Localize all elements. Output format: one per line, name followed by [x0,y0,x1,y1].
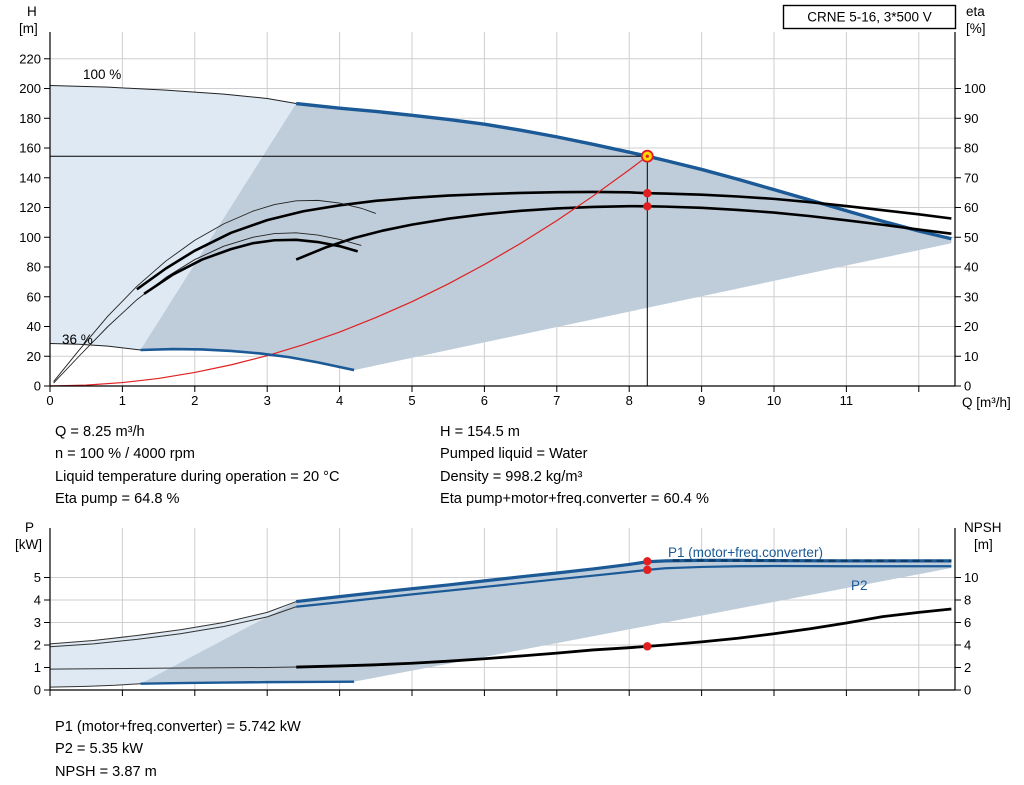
power-npsh-chart-layer: 0 1 2 3 4 5 0 2 4 6 8 10 [34,528,979,698]
p36-curve [141,682,355,684]
left-tick-label: 0 [34,379,41,394]
right-tick-label: 10 [964,570,978,585]
x-tick-label: 1 [119,393,126,408]
speed-100-label: 100 % [83,67,121,82]
x-tick-label: 3 [264,393,271,408]
p-axis-label: P [25,520,34,535]
right-tick-label: 70 [964,170,978,185]
left-tick-label: 40 [27,319,41,334]
p2-dot [643,566,651,574]
duty-point-center [646,155,649,158]
right-tick-label: 20 [964,319,978,334]
p2-curve-label: P2 [851,578,868,593]
q-value: Q = 8.25 m³/h [55,421,340,443]
p2-value: P2 = 5.35 kW [55,738,1024,760]
left-tick-label: 20 [27,349,41,364]
pump-model-label: CRNE 5-16, 3*500 V [807,10,932,25]
eta-total-dot [643,202,651,210]
x-tick-label: 0 [46,393,53,408]
npsh-axis-label: NPSH [964,520,1002,535]
p1-curve-label: P1 (motor+freq.converter) [668,545,823,560]
left-tick-label: 4 [34,593,41,608]
x-tick-label: 2 [191,393,198,408]
eta-total-value: Eta pump+motor+freq.converter = 60.4 % [440,488,709,510]
x-tick-label: 8 [626,393,633,408]
pumped-liquid-value: Pumped liquid = Water [440,443,709,465]
left-tick-label: 120 [19,200,41,215]
x-tick-label: 11 [840,393,854,408]
right-tick-label: 2 [964,660,971,675]
p1-dot [643,557,651,565]
eta-axis-label: eta [966,4,985,19]
left-tick-label: 220 [19,51,41,66]
density-value: Density = 998.2 kg/m³ [440,466,709,488]
x-tick-label: 9 [698,393,705,408]
right-tick-label: 8 [964,593,971,608]
right-tick-label: 40 [964,260,978,275]
x-tick-label: 10 [767,393,781,408]
left-tick-label: 3 [34,615,41,630]
operating-data-left-column: Q = 8.25 m³/h n = 100 % / 4000 rpm Liqui… [55,421,340,511]
right-tick-label: 0 [964,683,971,698]
h-q-chart: 0204060801001201401601802002200102030405… [0,0,1024,418]
right-tick-label: 80 [964,141,978,156]
eta-axis-unit: [%] [966,21,986,36]
p1-value: P1 (motor+freq.converter) = 5.742 kW [55,716,1024,738]
npsh-value: NPSH = 3.87 m [55,761,1024,783]
left-tick-label: 2 [34,638,41,653]
left-tick-label: 180 [19,111,41,126]
x-tick-label: 4 [336,393,343,408]
right-tick-label: 90 [964,111,978,126]
right-tick-label: 10 [964,349,978,364]
h-q-chart-layer: 0204060801001201401601802002200102030405… [19,32,985,408]
left-tick-label: 0 [34,683,41,698]
left-tick-label: 5 [34,570,41,585]
power-result-data: P1 (motor+freq.converter) = 5.742 kW P2 … [0,712,1024,785]
x-tick-label: 7 [553,393,560,408]
power-npsh-chart: 0 1 2 3 4 5 0 2 4 6 8 10 P [kW] NPSH [m] P1 (motor+… [0,514,1024,712]
right-tick-label: 50 [964,230,978,245]
right-tick-label: 60 [964,200,978,215]
h-value: H = 154.5 m [440,421,709,443]
left-tick-label: 140 [19,170,41,185]
x-tick-label: 5 [408,393,415,408]
eta-pump-value: Eta pump = 64.8 % [55,488,340,510]
right-tick-label: 0 [964,379,971,394]
eta-pump-dot [643,189,651,197]
left-tick-label: 200 [19,81,41,96]
left-tick-label: 80 [27,260,41,275]
left-tick-label: 1 [34,660,41,675]
npsh-axis-unit: [m] [974,537,993,552]
right-tick-label: 100 [964,81,986,96]
x-tick-label: 6 [481,393,488,408]
h-axis-unit: [m] [19,21,38,36]
operating-point-data: Q = 8.25 m³/h n = 100 % / 4000 rpm Liqui… [0,418,1024,514]
operating-data-right-column: H = 154.5 m Pumped liquid = Water Densit… [440,421,709,511]
right-tick-label: 4 [964,638,971,653]
left-tick-label: 160 [19,141,41,156]
q-axis-label: Q [m³/h] [962,395,1011,410]
right-tick-label: 6 [964,615,971,630]
npsh-dot [643,642,651,650]
right-tick-label: 30 [964,289,978,304]
h-axis-label: H [27,4,37,19]
p-axis-unit: [kW] [15,537,42,552]
speed-value: n = 100 % / 4000 rpm [55,443,340,465]
liquid-temperature-value: Liquid temperature during operation = 20… [55,466,340,488]
speed-36-label: 36 % [62,332,93,347]
left-tick-label: 60 [27,289,41,304]
left-tick-label: 100 [19,230,41,245]
